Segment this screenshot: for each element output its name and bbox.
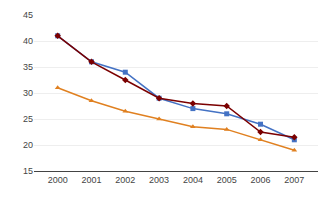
- svg-text:2003: 2003: [149, 175, 169, 185]
- svg-text:45: 45: [23, 10, 33, 20]
- svg-text:2004: 2004: [183, 175, 203, 185]
- svg-text:2007: 2007: [284, 175, 304, 185]
- svg-text:2001: 2001: [81, 175, 101, 185]
- svg-text:15: 15: [23, 166, 33, 176]
- svg-text:40: 40: [23, 36, 33, 46]
- svg-text:2002: 2002: [115, 175, 135, 185]
- svg-text:2005: 2005: [217, 175, 237, 185]
- svg-text:35: 35: [23, 62, 33, 72]
- svg-text:30: 30: [23, 88, 33, 98]
- svg-text:20: 20: [23, 140, 33, 150]
- svg-text:2000: 2000: [48, 175, 68, 185]
- svg-text:2006: 2006: [251, 175, 271, 185]
- svg-text:25: 25: [23, 114, 33, 124]
